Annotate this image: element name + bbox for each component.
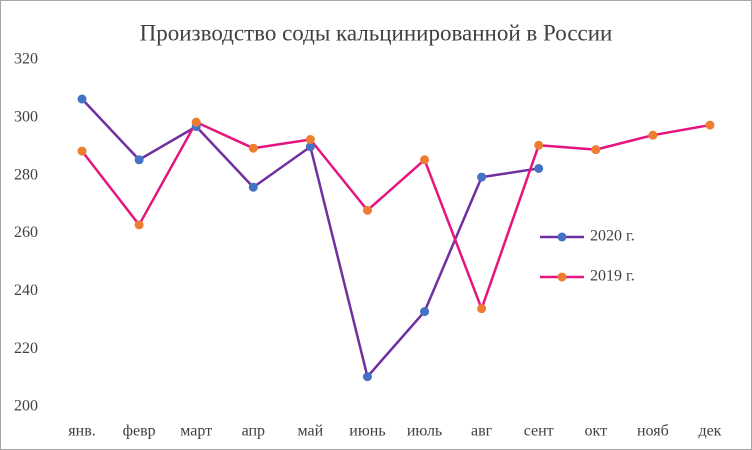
chart-title: Производство соды кальцинированной в Рос… xyxy=(140,20,613,45)
data-point xyxy=(134,220,144,230)
data-point xyxy=(248,143,258,153)
x-tick-label: июнь xyxy=(349,423,385,440)
y-tick-label: 220 xyxy=(14,340,38,357)
data-point xyxy=(134,155,144,165)
x-tick-label: янв. xyxy=(68,423,95,440)
data-point xyxy=(77,146,87,156)
data-point xyxy=(534,140,544,150)
data-point xyxy=(420,155,430,165)
data-point xyxy=(362,205,372,215)
data-point xyxy=(591,145,601,155)
legend-marker xyxy=(557,272,567,282)
data-point xyxy=(705,120,715,130)
y-tick-label: 300 xyxy=(14,109,38,126)
legend-label: 2019 г. xyxy=(590,268,635,285)
x-tick-label: апр xyxy=(242,423,265,440)
data-point xyxy=(648,130,658,140)
x-tick-label: март xyxy=(180,423,212,440)
data-point xyxy=(477,304,487,314)
legend-marker xyxy=(557,232,567,242)
data-point xyxy=(534,163,544,173)
data-point xyxy=(362,372,372,382)
data-point xyxy=(248,182,258,192)
data-point xyxy=(420,307,430,317)
y-tick-label: 260 xyxy=(14,224,38,241)
data-point xyxy=(191,117,201,127)
x-tick-label: сент xyxy=(524,423,554,440)
series-line xyxy=(81,120,711,310)
x-tick-label: июль xyxy=(407,423,442,440)
data-point xyxy=(477,172,487,182)
data-point xyxy=(305,135,315,145)
x-tick-label: нояб xyxy=(637,423,669,440)
x-tick-label: авг xyxy=(471,423,493,440)
y-tick-label: 320 xyxy=(14,51,38,68)
data-point xyxy=(305,142,315,152)
y-tick-label: 200 xyxy=(14,398,38,415)
x-tick-label: дек xyxy=(698,423,721,440)
legend-label: 2020 г. xyxy=(590,228,635,245)
data-point xyxy=(77,94,87,104)
y-tick-label: 280 xyxy=(14,166,38,183)
y-tick-label: 240 xyxy=(14,282,38,299)
x-tick-label: май xyxy=(298,423,324,440)
x-tick-label: окт xyxy=(585,423,608,440)
x-tick-label: февр xyxy=(123,423,156,440)
